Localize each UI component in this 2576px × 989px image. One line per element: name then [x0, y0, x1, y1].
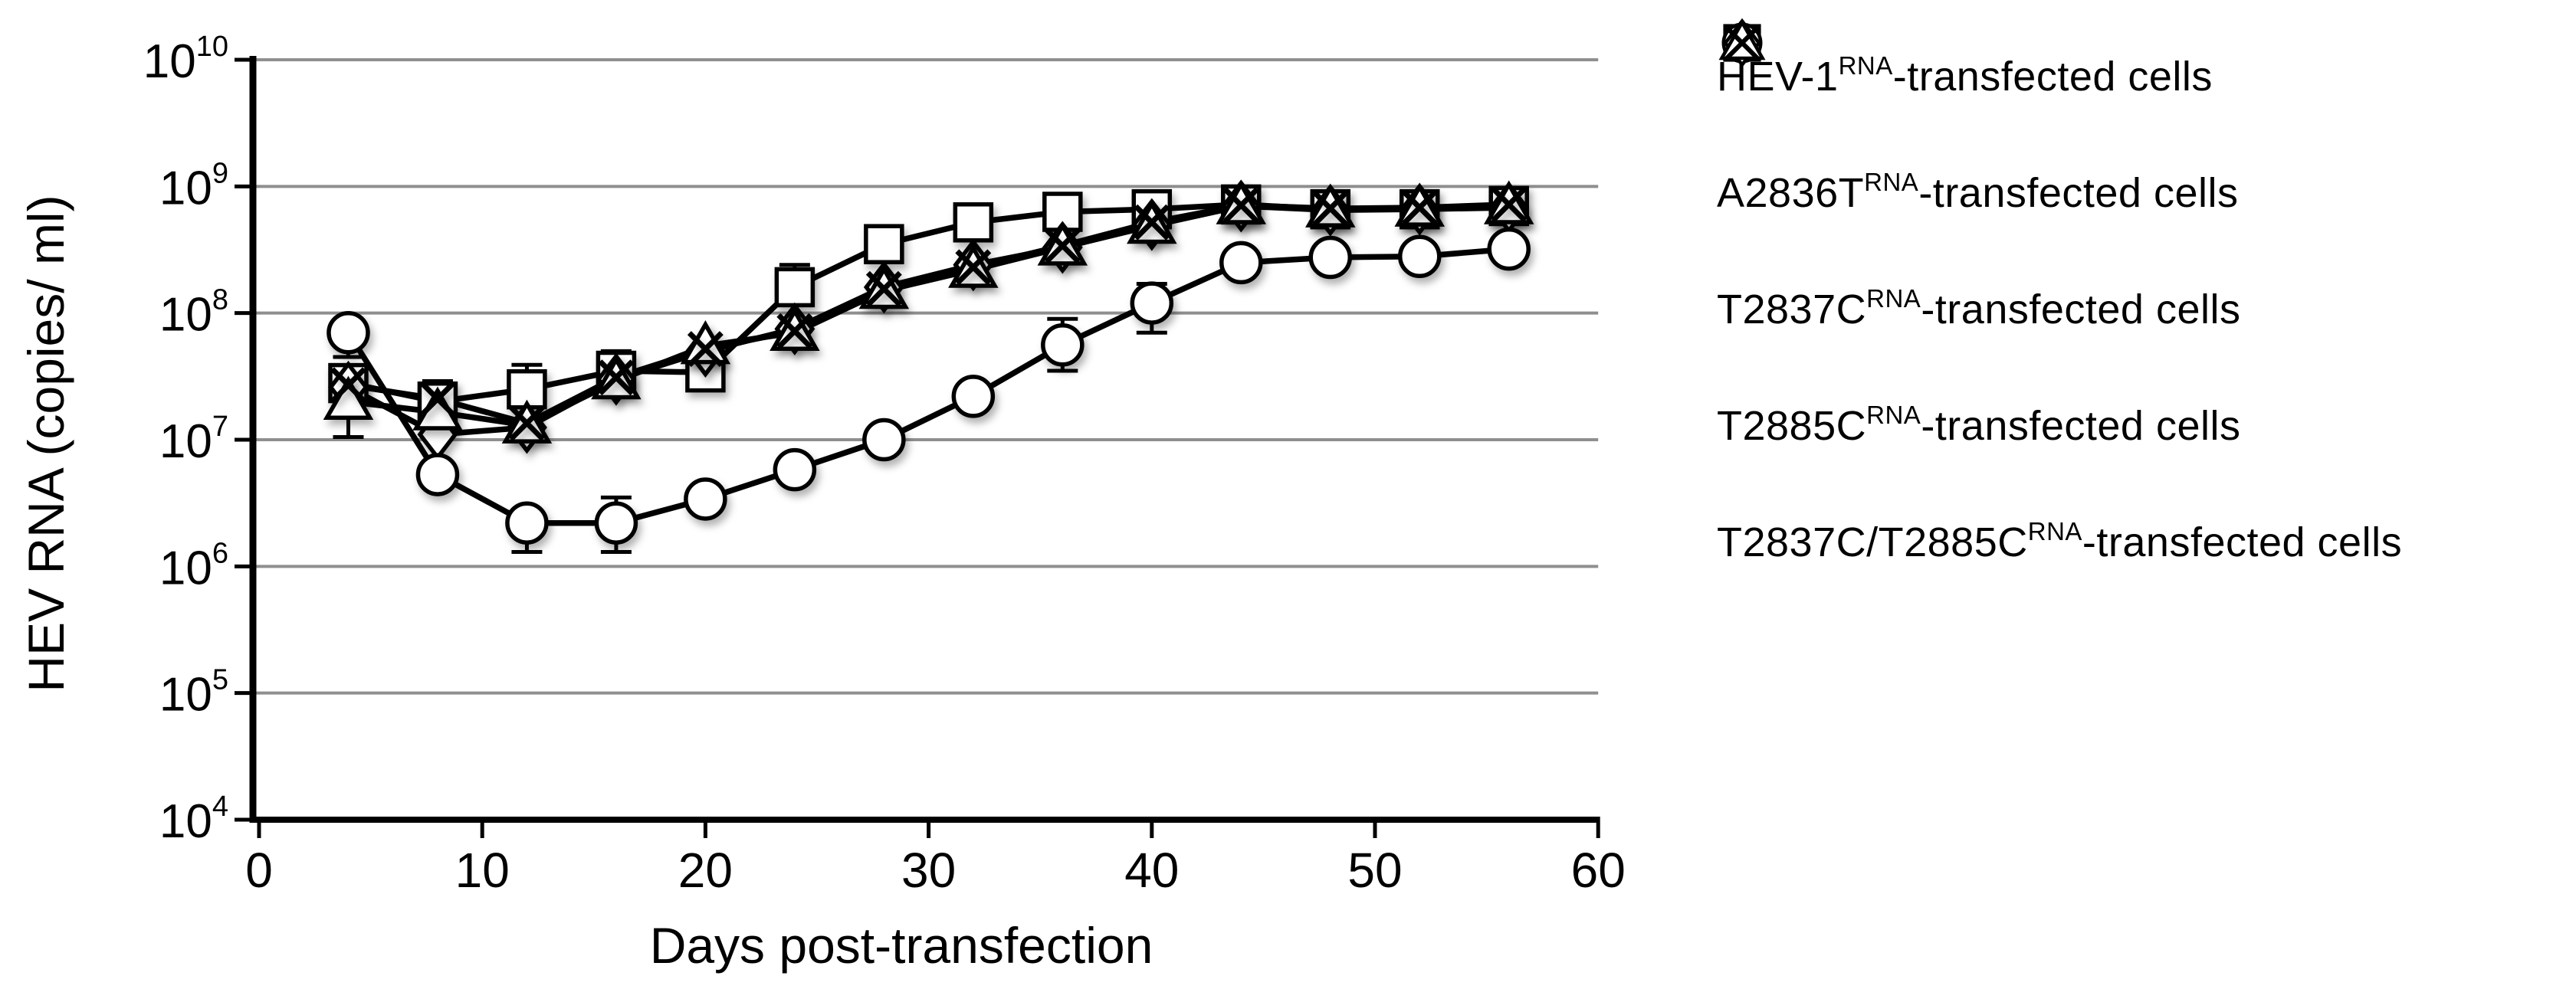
legend-item-a2836t: A2836TRNA-transfected cells: [1717, 22, 2402, 251]
axes: [235, 56, 1600, 838]
x-marker: [865, 270, 902, 307]
gridlines: [253, 58, 1599, 695]
legend-item-hev-1: HEV-1RNA-transfected cells: [1717, 18, 2402, 134]
y-tick-labels: 104 105 106 107 108 109 1010: [143, 31, 228, 848]
legend-item-t2837c-t2885c: T2837C/T2885CRNA-transfected cells: [1717, 25, 2403, 600]
square-marker: [953, 202, 994, 243]
square-marker: [774, 267, 815, 308]
x-marker: [1044, 228, 1081, 264]
circle-marker: [505, 501, 549, 545]
x-tick-label: 50: [1347, 843, 1402, 898]
circle-marker: [1397, 234, 1442, 278]
x-tick-label: 60: [1571, 843, 1626, 898]
circle-marker: [1219, 241, 1263, 285]
series-markers-circle: [327, 227, 1531, 545]
legend: HEV-1RNA-transfected cells A2836TRNA-tran…: [1717, 18, 2402, 600]
x-marker: [330, 367, 366, 404]
x-marker: [1222, 187, 1259, 224]
x-marker: [508, 404, 545, 441]
square-marker: [864, 224, 904, 264]
legend-label: HEV-1RNA-transfected cells: [1717, 51, 2213, 100]
series-markers: [323, 179, 1534, 545]
circle-marker: [327, 311, 370, 355]
circle-marker: [773, 447, 817, 492]
y-tick-label: 109: [159, 157, 228, 215]
x-tick-labels: 0 10 20 30 40 50 60: [245, 843, 1626, 898]
x-marker: [687, 331, 724, 368]
y-tick-label: 105: [159, 664, 228, 722]
legend-label: T2837CRNA-transfected cells: [1717, 284, 2241, 332]
x-marker: [955, 249, 992, 286]
x-legend-icon: [1724, 25, 1760, 61]
y-tick-label: 104: [159, 791, 228, 848]
y-tick-label: 108: [159, 284, 228, 342]
y-axis-title: HEV RNA (copies/ ml): [18, 195, 74, 693]
circle-marker: [1487, 227, 1531, 271]
y-tick-label: 107: [159, 411, 228, 468]
legend-label: T2885CRNA-transfected cells: [1717, 401, 2241, 449]
y-tick-label: 106: [159, 537, 228, 594]
x-marker: [1134, 204, 1170, 241]
x-tick-label: 20: [678, 843, 733, 898]
x-marker: [419, 381, 456, 418]
x-marker: [1724, 25, 1760, 61]
legend-item-t2837c: T2837CRNA-transfected cells: [1717, 18, 2402, 367]
series-markers-x: [330, 186, 1528, 441]
legend-label: A2836TRNA-transfected cells: [1717, 168, 2239, 216]
circle-marker: [684, 477, 727, 521]
legend-label: T2837C/T2885CRNA-transfected cells: [1717, 517, 2403, 565]
x-tick-label: 30: [901, 843, 956, 898]
circle-marker: [415, 453, 460, 496]
circle-marker: [862, 418, 906, 462]
x-tick-label: 0: [245, 843, 273, 898]
circle-marker: [1041, 323, 1085, 367]
x-marker: [598, 359, 635, 396]
circle-marker: [1308, 235, 1353, 280]
x-tick-label: 40: [1124, 843, 1179, 898]
circle-marker: [1130, 281, 1174, 325]
legend-item-t2885c: T2885CRNA-transfected cells: [1717, 18, 2402, 483]
x-axis-title: Days post-transfection: [649, 917, 1153, 974]
x-marker: [1312, 190, 1349, 227]
circle-marker: [594, 501, 638, 545]
triangle-marker: [680, 320, 731, 365]
y-tick-label: 1010: [143, 31, 228, 88]
chart-plot: 104 105 106 107 108 109 1010 0 10 20 30 40 50 60: [143, 31, 1626, 898]
x-marker: [1401, 189, 1438, 226]
x-marker: [776, 313, 813, 349]
x-tick-label: 10: [455, 843, 510, 898]
circle-marker: [951, 375, 996, 418]
x-marker: [1491, 186, 1528, 223]
